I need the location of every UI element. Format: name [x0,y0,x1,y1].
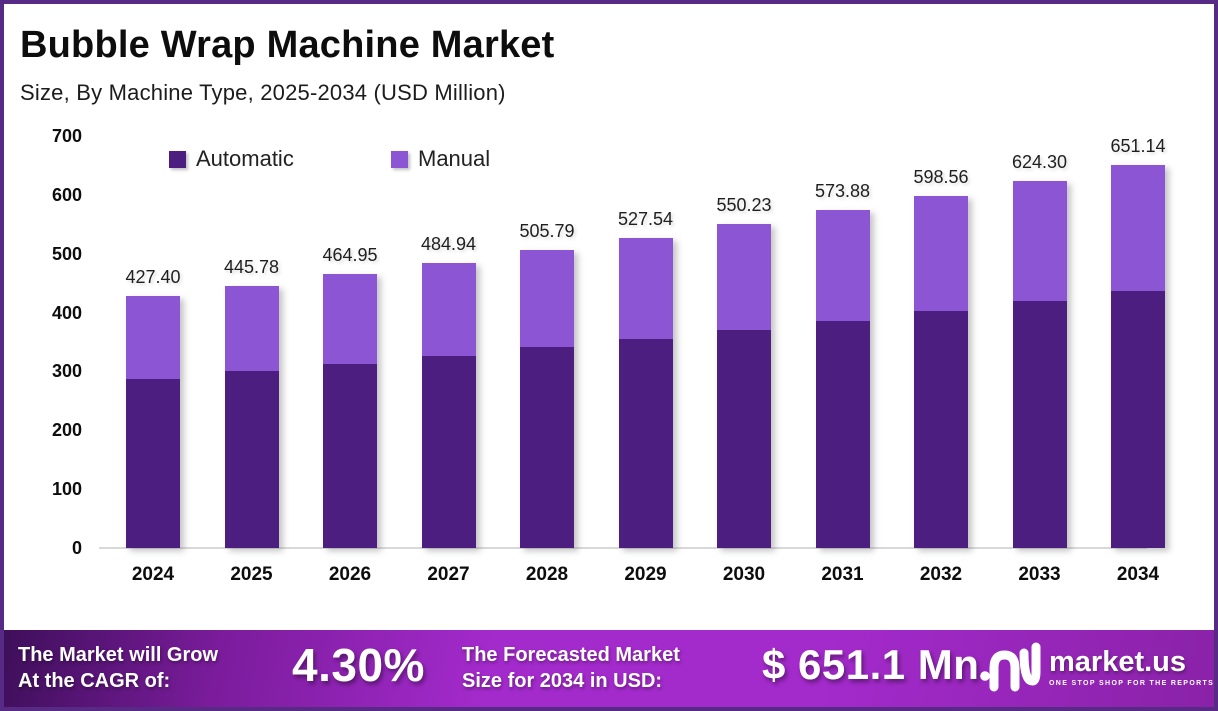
bar-2024 [126,296,180,548]
bar-total-label-2026: 464.95 [322,245,378,266]
bar-total-label-2024: 427.40 [125,267,181,288]
bar-2029 [618,237,673,548]
bar-segment-automatic-2034 [1111,290,1165,548]
bar-segment-automatic-2031 [815,320,870,548]
bar-2025 [224,285,279,548]
brand-tagline: ONE STOP SHOP FOR THE REPORTS [1049,679,1215,687]
bar-2031 [815,210,870,548]
x-axis-label-2029: 2029 [624,564,667,585]
bar-segment-manual-2029 [618,237,673,340]
bar-segment-manual-2026 [323,274,377,364]
chart-title: Bubble Wrap Machine Market [20,24,555,66]
bar-segment-automatic-2026 [323,363,377,548]
legend-label-automatic: Automatic [196,146,294,171]
bar-segment-manual-2034 [1111,164,1165,291]
bar-2034 [1111,164,1165,548]
bar-segment-automatic-2024 [126,379,180,548]
y-axis-tick-500: 500 [51,243,82,264]
bar-2028 [520,250,574,548]
brand-name: market.us [1049,646,1187,679]
bar-segment-manual-2030 [717,224,771,331]
legend-item-manual: Manual [391,146,490,172]
y-axis-tick-400: 400 [51,302,82,323]
y-axis-tick-0: 0 [71,538,82,558]
legend-swatch-manual [391,150,408,168]
bar-2030 [717,224,771,548]
bar-total-label-2030: 550.23 [716,195,772,216]
y-axis-tick-100: 100 [51,479,82,500]
y-axis-tick-600: 600 [51,184,82,205]
cagr-label: The Market will Grow At the CAGR of: [18,644,219,692]
bar-total-label-2029: 527.54 [617,208,674,229]
bar-total-label-2025: 445.78 [223,256,280,277]
x-axis-line [99,547,1147,549]
bar-segment-automatic-2029 [618,339,673,548]
bar-segment-manual-2033 [1012,180,1067,302]
bar-segment-automatic-2027 [421,356,476,548]
brand-text: market.us ONE STOP SHOP FOR THE REPORTS [1049,646,1215,687]
x-axis-label-2025: 2025 [230,564,273,585]
bar-segment-manual-2032 [914,195,968,312]
bar-segment-manual-2025 [224,285,279,372]
y-axis-tick-200: 200 [51,420,82,441]
x-axis-label-2024: 2024 [131,564,175,585]
bar-total-label-2031: 573.88 [814,181,871,202]
cagr-value: 4.30% [292,639,425,691]
y-axis-tick-300: 300 [51,361,82,382]
x-axis-label-2033: 2033 [1018,564,1061,585]
bar-segment-manual-2031 [815,210,870,321]
footer-banner: The Market will Grow At the CAGR of: 4.3… [4,630,1214,707]
bar-segment-automatic-2033 [1012,301,1067,548]
x-axis-label-2034: 2034 [1116,564,1160,585]
bar-2027 [421,262,476,548]
bar-2033 [1012,180,1067,548]
x-axis-label-2026: 2026 [328,564,372,585]
brand-block: market.us ONE STOP SHOP FOR THE REPORTS [979,638,1214,696]
bar-total-label-2034: 651.14 [1110,135,1166,156]
bar-segment-manual-2028 [520,250,574,348]
x-axis-label-2027: 2027 [427,564,470,585]
bar-total-label-2028: 505.79 [519,221,575,242]
legend-label-manual: Manual [418,146,491,171]
bar-segment-automatic-2032 [914,311,968,548]
x-axis-label-2030: 2030 [722,564,766,585]
market-us-logo-icon [980,642,1041,692]
bar-segment-automatic-2028 [520,347,574,548]
bar-segment-automatic-2025 [224,371,279,548]
bar-total-label-2033: 624.30 [1011,151,1068,172]
legend-item-automatic: Automatic [169,146,294,172]
forecast-value: $ 651.1 Mn [762,641,980,688]
bar-2032 [914,195,968,548]
bar-total-label-2032: 598.56 [913,166,969,187]
x-axis-label-2031: 2031 [821,564,864,585]
bar-total-label-2027: 484.94 [420,233,477,254]
bar-segment-manual-2024 [126,296,180,380]
x-axis-label-2032: 2032 [919,564,963,585]
bar-segment-manual-2027 [421,262,476,357]
bar-2026 [323,274,377,548]
chart-subtitle: Size, By Machine Type, 2025-2034 (USD Mi… [20,80,506,105]
y-axis-tick-700: 700 [51,126,82,146]
bar-segment-automatic-2030 [717,330,771,548]
forecast-label: The Forecasted Market Size for 2034 in U… [462,644,680,692]
x-axis-label-2028: 2028 [525,564,569,585]
legend-swatch-automatic [169,150,186,168]
